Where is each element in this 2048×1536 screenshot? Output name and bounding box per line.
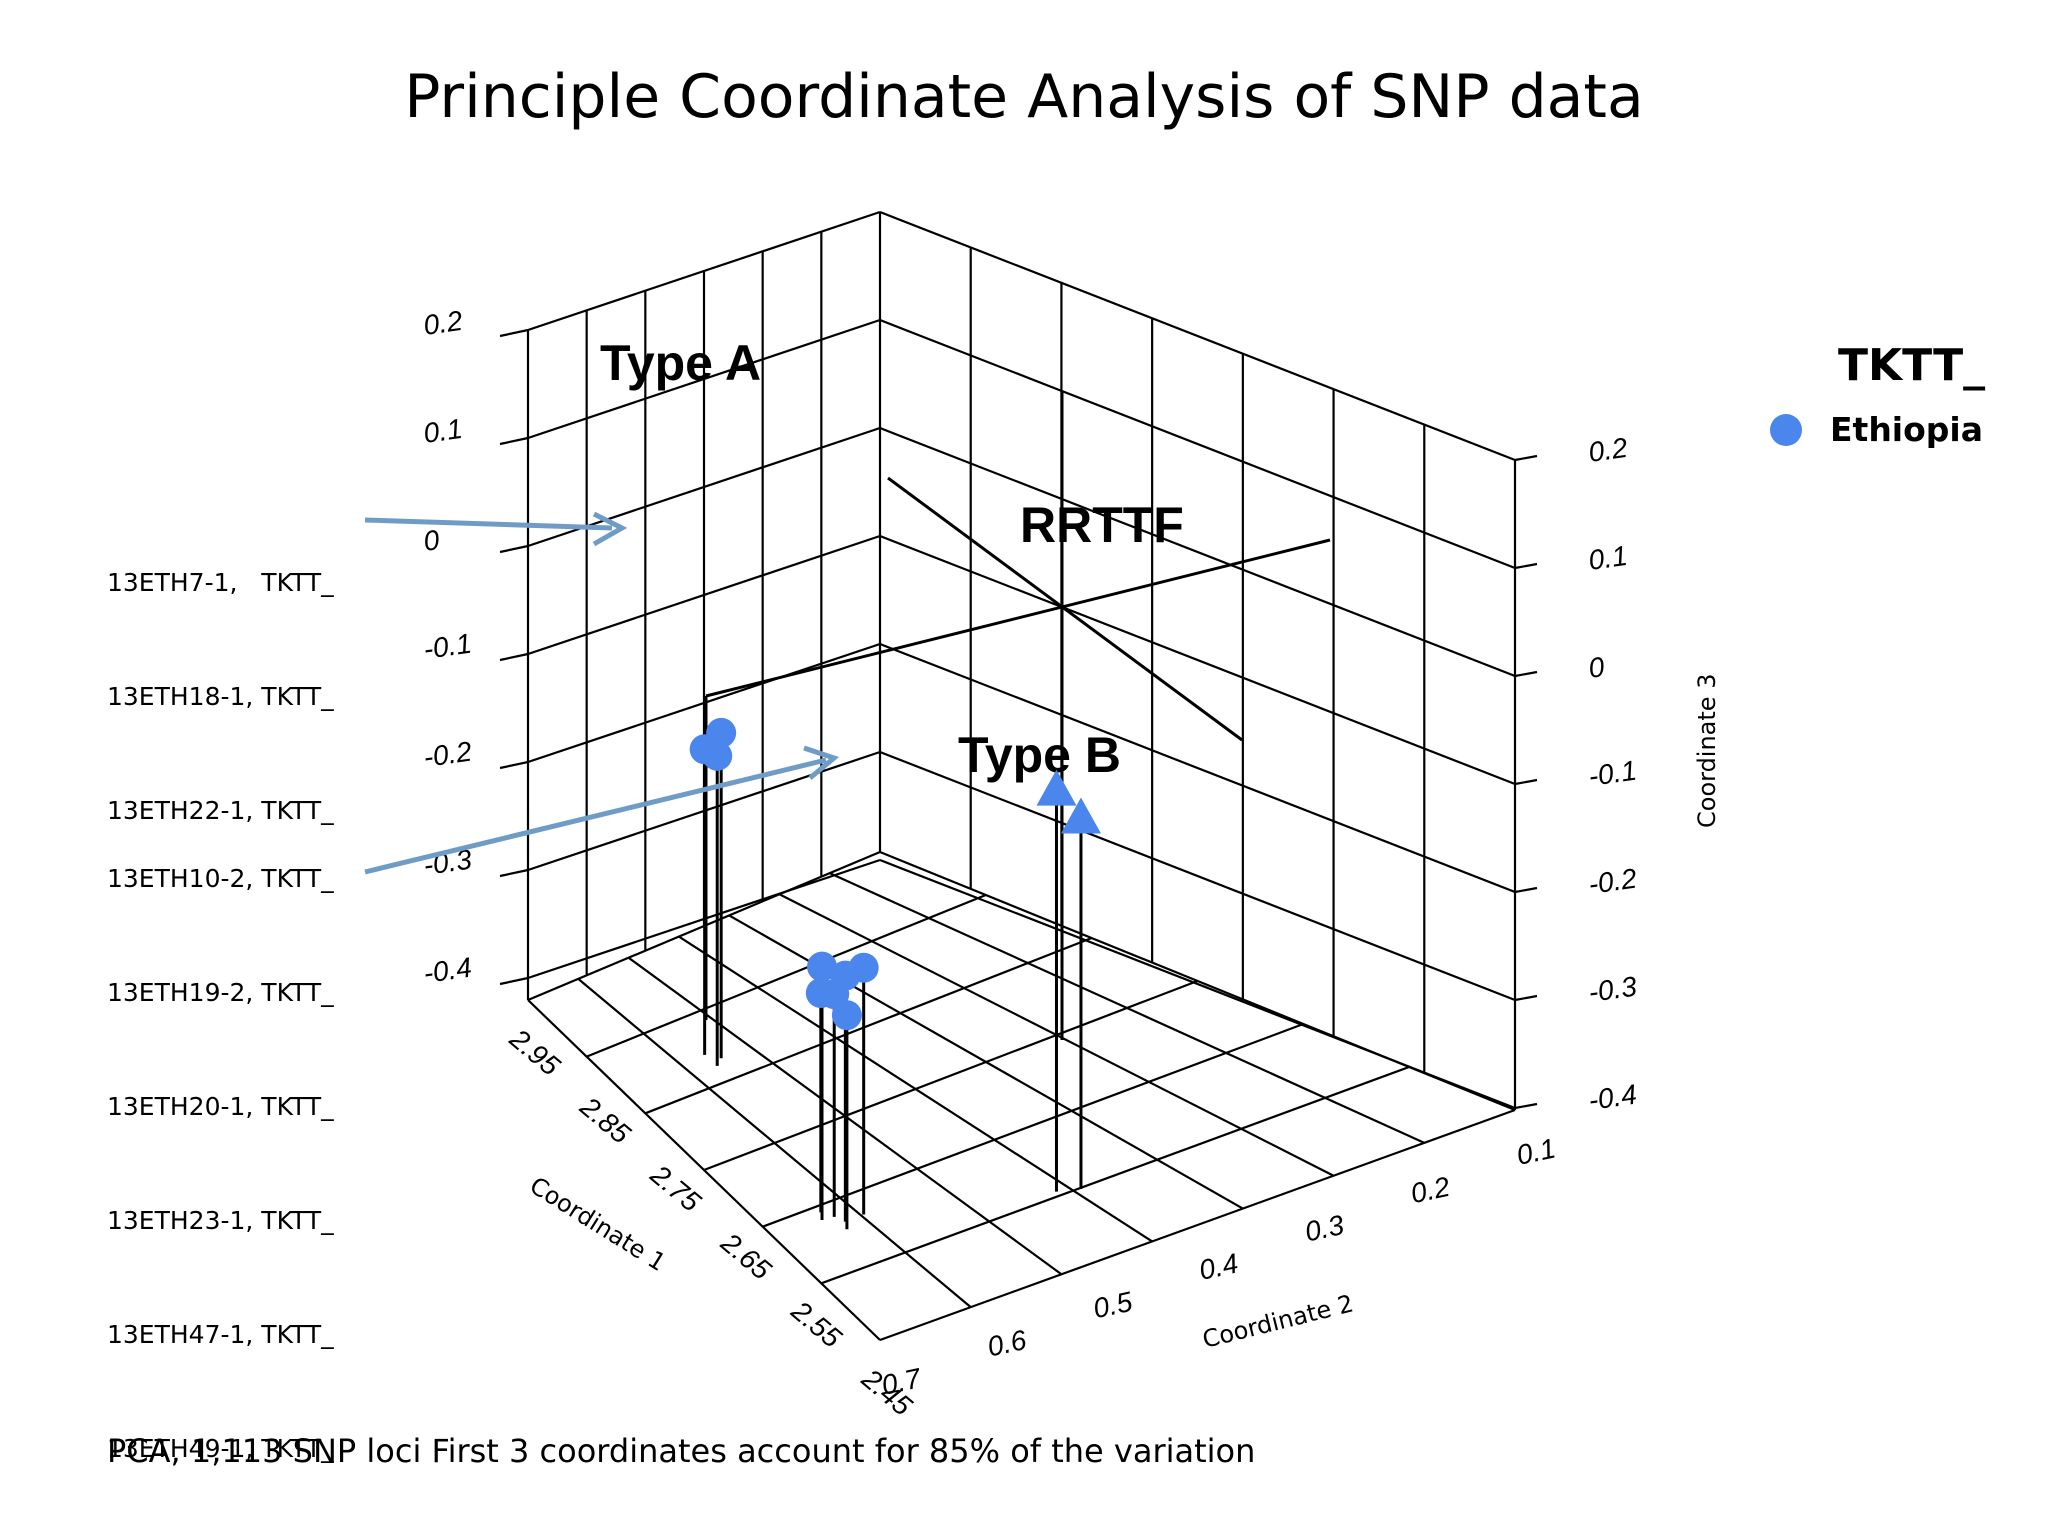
tick-label: 0.1 bbox=[1514, 1132, 1559, 1170]
grid-line bbox=[499, 760, 529, 770]
legend-title: TKTT_ bbox=[1838, 340, 1986, 391]
grid-line bbox=[879, 858, 1516, 1110]
tick-label: 0.2 bbox=[1408, 1171, 1453, 1210]
grid-line bbox=[762, 1022, 1304, 1228]
grid-line bbox=[1514, 670, 1538, 678]
grid-line bbox=[1514, 994, 1538, 1002]
callout-item: 13ETH22-1, TKTT_ bbox=[107, 796, 334, 825]
tick-label: 2.65 bbox=[715, 1226, 778, 1286]
data-points bbox=[689, 717, 1101, 1031]
grid-line bbox=[1514, 886, 1538, 894]
grid-line bbox=[879, 210, 1516, 462]
grid-line bbox=[527, 534, 881, 656]
tick-label: 0.1 bbox=[1587, 540, 1630, 576]
callout-item: 13ETH18-1, TKTT_ bbox=[107, 682, 334, 711]
tick-label: 0.2 bbox=[422, 305, 465, 341]
grid-line bbox=[678, 935, 1153, 1243]
tick-label: 0.5 bbox=[1090, 1286, 1135, 1325]
axis-ticks: 0.2 0.1 0 -0.1 -0.2 -0.3 -0.4 0.2 0.1 0 -0.1 -0.2 -0… bbox=[422, 305, 1640, 1422]
tick-label: -0.2 bbox=[422, 735, 475, 772]
grid-line bbox=[879, 426, 1516, 678]
data-point-circle bbox=[702, 740, 733, 771]
callout-item: 13ETH49-1, TKTT_ bbox=[107, 1434, 334, 1463]
tick-label: 0.2 bbox=[1587, 432, 1630, 468]
data-point-circle bbox=[819, 979, 850, 1010]
tick-label: 0.3 bbox=[1302, 1209, 1347, 1248]
grid-line bbox=[703, 979, 1198, 1172]
callout-item: 13ETH20-1, TKTT_ bbox=[107, 1092, 334, 1121]
grid-line bbox=[879, 750, 1516, 1002]
tick-label: -0.2 bbox=[1587, 862, 1640, 899]
footer-note: PCA, 1,113 SNP loci First 3 coordinates … bbox=[107, 1432, 1256, 1470]
grid-line bbox=[879, 642, 1516, 894]
data-point-circle bbox=[807, 951, 837, 982]
tick-label: -0.3 bbox=[1587, 970, 1640, 1007]
data-point-triangle bbox=[1060, 797, 1101, 834]
tick-label: 2.55 bbox=[785, 1294, 848, 1354]
grid-line bbox=[1514, 1102, 1538, 1110]
callout-item: 13ETH47-1, TKTT_ bbox=[107, 1320, 334, 1349]
callout-item: 13ETH23-1, TKTT_ bbox=[107, 1206, 334, 1235]
callout-item: 13ETH19-2, TKTT_ bbox=[107, 978, 334, 1007]
grid-line bbox=[499, 436, 529, 446]
data-point-triangle bbox=[1036, 769, 1077, 806]
axis-label-coordinate-2: Coordinate 2 bbox=[1200, 1289, 1357, 1354]
annotation-type-a: Type A bbox=[600, 335, 761, 391]
grid-line bbox=[527, 642, 881, 764]
grid-line bbox=[499, 976, 529, 986]
tick-label: 2.95 bbox=[503, 1022, 566, 1082]
grid-line bbox=[728, 914, 1244, 1210]
grid-line bbox=[577, 978, 972, 1308]
tick-label: 2.75 bbox=[644, 1158, 707, 1218]
grid-line bbox=[499, 328, 529, 338]
tick-label: -0.4 bbox=[422, 952, 474, 989]
tick-label: -0.1 bbox=[1587, 755, 1639, 792]
tick-label: 0 bbox=[1587, 651, 1607, 684]
callout-item: 13ETH10-2, TKTT_ bbox=[107, 864, 334, 893]
tick-label: 0 bbox=[422, 524, 442, 557]
legend-label-ethiopia: Ethiopia bbox=[1830, 410, 1983, 449]
grid-line bbox=[1514, 778, 1538, 786]
axis-label-coordinate-1: Coordinate 1 bbox=[525, 1171, 671, 1277]
tick-label: 0.4 bbox=[1196, 1247, 1241, 1285]
tick-label: -0.4 bbox=[1587, 1079, 1639, 1116]
grid-line bbox=[644, 936, 1093, 1115]
grid-line bbox=[1514, 454, 1538, 462]
callout-list-type-b: 13ETH10-2, TKTT_ 13ETH19-2, TKTT_ 13ETH2… bbox=[107, 784, 334, 1506]
tick-label: 2.85 bbox=[574, 1090, 637, 1150]
grid-line bbox=[879, 534, 1516, 786]
grid-line bbox=[879, 1108, 1516, 1342]
tick-label: 0.1 bbox=[422, 413, 465, 449]
callout-arrow-type-a bbox=[364, 511, 628, 547]
grid-line bbox=[586, 893, 987, 1058]
grid-line bbox=[1514, 562, 1538, 570]
grid-line bbox=[820, 1065, 1410, 1285]
annotation-rrttf: RRTTF bbox=[1020, 497, 1184, 553]
tick-label: -0.1 bbox=[422, 628, 474, 665]
projection-line bbox=[887, 476, 1243, 742]
grid-line bbox=[499, 868, 529, 878]
grid-line bbox=[499, 652, 529, 662]
projection-line bbox=[705, 538, 1331, 698]
tick-label: 0.6 bbox=[985, 1324, 1030, 1363]
data-point-circle bbox=[706, 717, 737, 748]
point-stems bbox=[703, 392, 1331, 1230]
annotation-type-b: Type B bbox=[958, 727, 1121, 783]
callout-arrow-type-b bbox=[364, 745, 840, 875]
axis-label-coordinate-3: Coordinate 3 bbox=[1693, 674, 1721, 828]
legend-marker-circle bbox=[1770, 414, 1802, 446]
data-point-circle bbox=[848, 952, 879, 983]
grid-line bbox=[879, 318, 1516, 570]
grid-line bbox=[527, 318, 881, 440]
tick-label: 0.7 bbox=[879, 1362, 925, 1401]
grid-line bbox=[829, 872, 1425, 1144]
grid-line bbox=[499, 544, 529, 554]
callout-item: 13ETH7-1, TKTT_ bbox=[107, 568, 334, 597]
callout-list-type-a: 13ETH7-1, TKTT_ 13ETH18-1, TKTT_ 13ETH22… bbox=[107, 488, 334, 868]
chart-title: Principle Coordinate Analysis of SNP dat… bbox=[404, 62, 1644, 132]
